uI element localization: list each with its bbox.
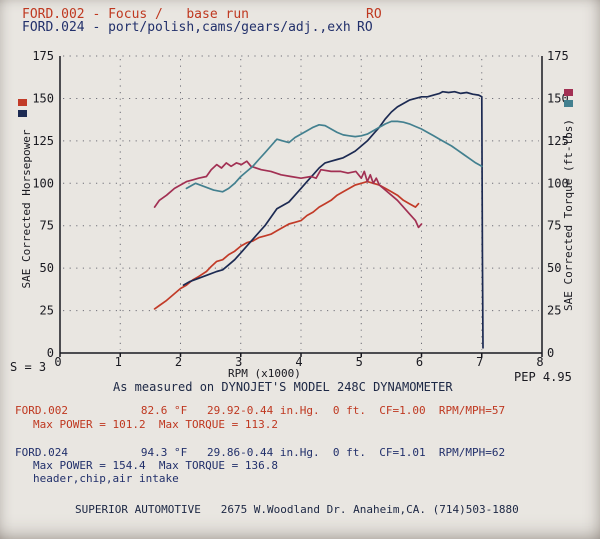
- run2-header-ro: RO: [357, 20, 373, 35]
- series-line-0-ford-002-horsepower-base-run-: [153, 180, 420, 310]
- pep-version-label: PEP 4.95: [514, 370, 572, 384]
- smoothing-label: S = 3: [10, 360, 47, 374]
- legend-swatch-left-0: [18, 99, 27, 106]
- y-tick-label-left-50: 50: [40, 261, 54, 275]
- series-line-3-ford-024-torque-modified-: [185, 120, 483, 193]
- legend-swatch-left-1: [18, 110, 27, 117]
- dyno-model-note: As measured on DYNOJET'S MODEL 248C DYNA…: [113, 380, 453, 394]
- y-tick-label-left-100: 100: [32, 176, 54, 190]
- y-tick-label-right-100: 100: [547, 176, 569, 190]
- run1-max-values-line: Max POWER = 101.2 Max TORQUE = 113.2: [33, 418, 279, 431]
- legend-swatch-right-1: [564, 100, 573, 107]
- y-tick-label-right-0: 0: [547, 346, 554, 360]
- y-tick-label-left-75: 75: [40, 219, 54, 233]
- series-line-1-ford-024-horsepower-modified-: [182, 90, 484, 349]
- series-line-2-ford-002-torque-base-run-: [153, 160, 423, 229]
- run2-header-title: FORD.024 - port/polish,cams/gears/adj.,e…: [22, 20, 351, 35]
- run2-mods-line: header,chip,air intake: [33, 472, 179, 485]
- y-tick-label-right-50: 50: [547, 261, 561, 275]
- y-tick-label-left-175: 175: [32, 49, 54, 63]
- y-tick-label-right-125: 125: [547, 134, 569, 148]
- x-tick-label-5: 5: [356, 355, 363, 369]
- x-axis-title: RPM (x1000): [228, 367, 301, 380]
- y-tick-label-right-25: 25: [547, 304, 561, 318]
- y-tick-label-left-125: 125: [32, 134, 54, 148]
- run1-conditions-line: FORD.002 82.6 °F 29.92-0.44 in.Hg. 0 ft.…: [15, 404, 506, 417]
- x-tick-label-1: 1: [115, 355, 122, 369]
- run1-header-title: FORD.002 - Focus / base run: [22, 7, 249, 22]
- x-tick-label-6: 6: [416, 355, 423, 369]
- y-axis-title-left: SAE Corrected Horsepower: [20, 129, 33, 288]
- run2-conditions-line: FORD.024 94.3 °F 29.86-0.44 in.Hg. 0 ft.…: [15, 446, 506, 459]
- y-tick-label-right-150: 150: [547, 91, 569, 105]
- shop-address-footer: SUPERIOR AUTOMOTIVE 2675 W.Woodland Dr. …: [75, 503, 519, 516]
- run1-header-ro: RO: [366, 7, 382, 22]
- x-tick-label-0: 0: [54, 355, 61, 369]
- y-tick-label-left-0: 0: [47, 346, 54, 360]
- y-axis-title-right: SAE Corrected Torque (ft-lbs): [562, 119, 575, 311]
- y-tick-label-right-175: 175: [547, 49, 569, 63]
- x-tick-label-2: 2: [175, 355, 182, 369]
- run2-max-values-line: Max POWER = 154.4 Max TORQUE = 136.8: [33, 459, 279, 472]
- x-tick-label-8: 8: [536, 355, 543, 369]
- x-tick-label-7: 7: [476, 355, 483, 369]
- y-tick-label-left-150: 150: [32, 91, 54, 105]
- legend-swatch-right-0: [564, 89, 573, 96]
- y-tick-label-right-75: 75: [547, 219, 561, 233]
- y-tick-label-left-25: 25: [40, 304, 54, 318]
